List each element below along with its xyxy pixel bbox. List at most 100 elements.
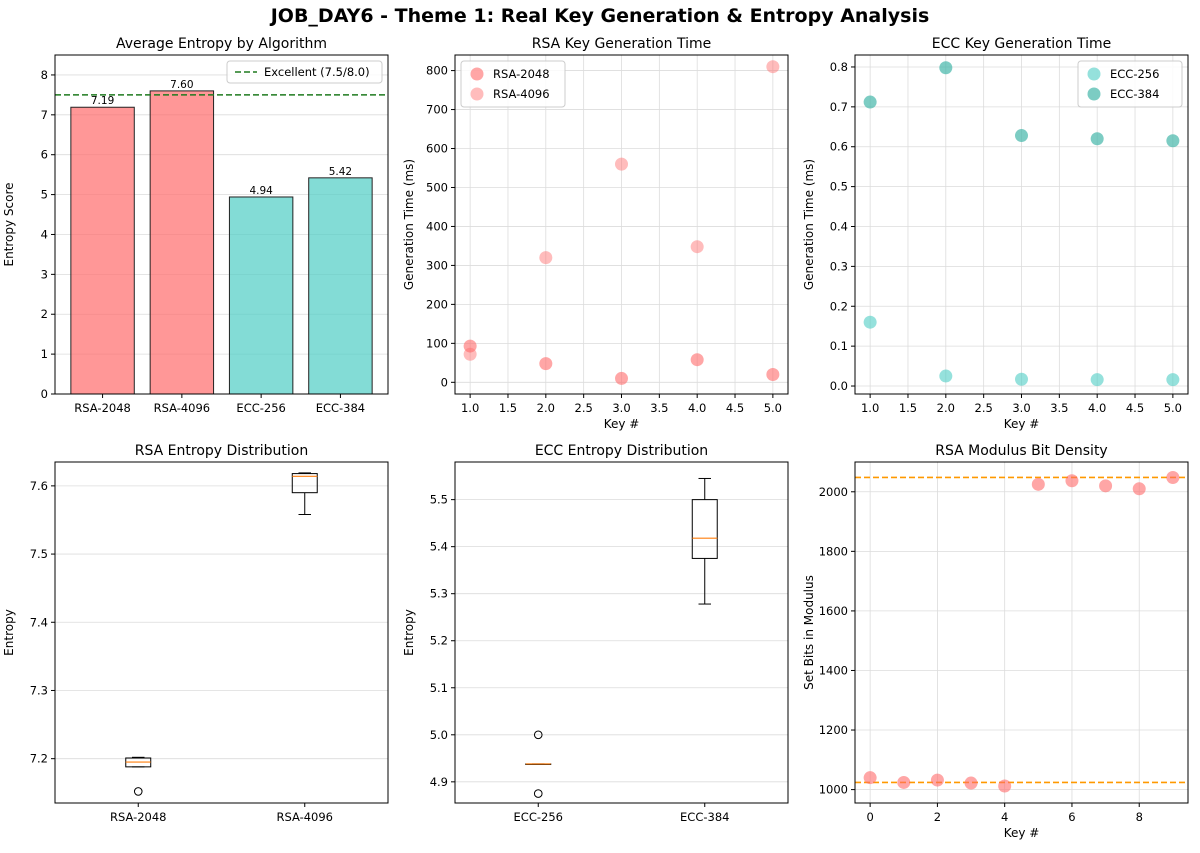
ecc-time-ytick-label: 0.1 bbox=[830, 339, 848, 353]
ecc-time-legend-marker bbox=[1087, 67, 1101, 81]
avg-entropy-xtick-label: ECC-384 bbox=[316, 401, 365, 415]
rsa-entropy-box-ylabel: Entropy bbox=[2, 609, 16, 656]
ecc-time-xtick-label: 4.5 bbox=[1126, 401, 1144, 415]
ecc-time-xtick-label: 2.5 bbox=[975, 401, 993, 415]
ecc-entropy-box-ytick-label: 5.4 bbox=[430, 540, 448, 554]
rsa-time-title: RSA Key Generation Time bbox=[532, 36, 712, 52]
modulus-density-ytick-label: 1800 bbox=[819, 544, 848, 558]
avg-entropy-xtick-label: RSA-2048 bbox=[74, 401, 131, 415]
avg-entropy-value-label: 4.94 bbox=[249, 185, 273, 197]
rsa-time-xtick-label: 4.0 bbox=[688, 401, 706, 415]
avg-entropy-ytick-label: 0 bbox=[41, 387, 48, 401]
modulus-density-ytick-label: 1200 bbox=[819, 723, 848, 737]
modulus-density-title: RSA Modulus Bit Density bbox=[935, 443, 1107, 459]
ecc-time-xtick-label: 5.0 bbox=[1164, 401, 1182, 415]
rsa-time-xtick-label: 5.0 bbox=[764, 401, 782, 415]
avg-entropy-legend-label: Excellent (7.5/8.0) bbox=[264, 65, 370, 79]
ecc-time-ytick-label: 0.5 bbox=[830, 180, 848, 194]
rsa-time-ytick-label: 100 bbox=[426, 336, 448, 350]
modulus-density-point bbox=[1166, 470, 1180, 484]
rsa-entropy-box-title: RSA Entropy Distribution bbox=[135, 443, 308, 459]
rsa-entropy-box-ytick-label: 7.5 bbox=[30, 547, 48, 561]
modulus-density-ytick-label: 2000 bbox=[819, 485, 848, 499]
ecc-time-ytick-label: 0.8 bbox=[830, 60, 848, 74]
modulus-density-point bbox=[863, 771, 877, 785]
modulus-density-point bbox=[998, 779, 1012, 793]
modulus-density-ylabel: Set Bits in Modulus bbox=[802, 575, 816, 690]
rsa-time-panel: RSA Key Generation Time Generation Time (… bbox=[402, 36, 789, 431]
rsa-time-xlabel: Key # bbox=[604, 417, 640, 431]
ecc-entropy-box-ytick-label: 5.3 bbox=[430, 587, 448, 601]
ecc-entropy-box-ytick-label: 5.2 bbox=[430, 634, 448, 648]
rsa-entropy-box-panel: RSA Entropy Distribution Entropy 7.2 7.3 7.4… bbox=[2, 443, 389, 824]
ecc-entropy-box-box bbox=[691, 499, 718, 559]
ecc-entropy-box-ylabel: Entropy bbox=[402, 609, 416, 656]
ecc-time-point bbox=[1090, 132, 1104, 146]
rsa-time-xtick-label: 3.5 bbox=[650, 401, 668, 415]
rsa-time-point bbox=[463, 339, 477, 353]
avg-entropy-ytick-label: 3 bbox=[41, 267, 48, 281]
ecc-time-ytick-label: 0.4 bbox=[830, 219, 848, 233]
avg-entropy-ytick-label: 1 bbox=[41, 347, 48, 361]
ecc-time-point bbox=[1015, 372, 1028, 386]
rsa-time-xtick-label: 4.5 bbox=[726, 401, 744, 415]
rsa-time-ytick-label: 300 bbox=[426, 258, 448, 272]
ecc-entropy-box-ytick-label: 5.0 bbox=[430, 728, 448, 742]
rsa-entropy-box-xtick-label: RSA-4096 bbox=[276, 810, 333, 824]
modulus-density-ytick-label: 1600 bbox=[819, 604, 848, 618]
rsa-time-point bbox=[463, 347, 477, 361]
rsa-time-point bbox=[766, 60, 780, 74]
ecc-time-legend-marker bbox=[1087, 87, 1101, 101]
ecc-time-panel: ECC Key Generation Time Generation Time (… bbox=[802, 36, 1189, 431]
ecc-time-point bbox=[1166, 134, 1180, 148]
ecc-time-xtick-label: 1.5 bbox=[899, 401, 917, 415]
modulus-density-ytick-label: 1000 bbox=[819, 783, 848, 797]
ecc-entropy-box-xtick-label: ECC-384 bbox=[680, 810, 729, 824]
ecc-time-point bbox=[863, 315, 877, 329]
ecc-time-ytick-label: 0.2 bbox=[830, 299, 848, 313]
ecc-time-point bbox=[863, 95, 877, 109]
ecc-time-point bbox=[1166, 373, 1180, 387]
modulus-density-xtick-label: 4 bbox=[1001, 810, 1008, 824]
ecc-time-xtick-label: 3.0 bbox=[1012, 401, 1030, 415]
rsa-time-legend-label: RSA-4096 bbox=[493, 87, 550, 101]
modulus-density-point bbox=[1132, 482, 1146, 496]
ecc-entropy-box-title: ECC Entropy Distribution bbox=[535, 443, 708, 459]
avg-entropy-ytick-label: 8 bbox=[41, 68, 48, 82]
rsa-time-ytick-label: 200 bbox=[426, 297, 448, 311]
avg-entropy-ytick-label: 2 bbox=[41, 307, 48, 321]
rsa-time-xtick-label: 2.0 bbox=[537, 401, 555, 415]
modulus-density-point bbox=[930, 773, 944, 787]
rsa-entropy-box-ytick-label: 7.2 bbox=[30, 752, 48, 766]
ecc-time-point bbox=[1090, 373, 1104, 387]
ecc-entropy-box-xtick-label: ECC-256 bbox=[514, 810, 563, 824]
rsa-time-point bbox=[690, 353, 704, 367]
ecc-entropy-box-outlier bbox=[533, 789, 543, 798]
rsa-time-xtick-label: 2.5 bbox=[575, 401, 593, 415]
rsa-entropy-box-xtick-label: RSA-2048 bbox=[110, 810, 167, 824]
ecc-time-xtick-label: 2.0 bbox=[937, 401, 955, 415]
rsa-time-legend-marker bbox=[470, 87, 484, 101]
modulus-density-xtick-label: 2 bbox=[934, 810, 941, 824]
avg-entropy-frame bbox=[54, 54, 389, 395]
modulus-density-ytick-label: 1400 bbox=[819, 663, 848, 677]
modulus-density-xlabel: Key # bbox=[1004, 826, 1040, 840]
rsa-entropy-box-outlier bbox=[133, 787, 143, 796]
avg-entropy-panel: Average Entropy by Algorithm Entropy Scor… bbox=[2, 36, 389, 415]
ecc-entropy-box-ytick-label: 4.9 bbox=[430, 775, 448, 789]
avg-entropy-bar bbox=[70, 106, 135, 395]
ecc-time-legend-label: ECC-256 bbox=[1110, 67, 1159, 81]
ecc-time-legend bbox=[1077, 60, 1183, 108]
rsa-time-point bbox=[690, 240, 704, 254]
rsa-time-point bbox=[539, 251, 553, 265]
ecc-entropy-box-ytick-label: 5.5 bbox=[430, 493, 448, 507]
figure-suptitle: JOB_DAY6 - Theme 1: Real Key Generation … bbox=[270, 5, 930, 27]
avg-entropy-legend bbox=[226, 60, 383, 84]
ecc-time-ytick-label: 0.7 bbox=[830, 100, 848, 114]
avg-entropy-ytick-label: 7 bbox=[41, 108, 48, 122]
ecc-time-ytick-label: 0.6 bbox=[830, 140, 848, 154]
rsa-entropy-box-ytick-label: 7.4 bbox=[30, 615, 48, 629]
rsa-time-point bbox=[766, 368, 780, 382]
modulus-density-point bbox=[897, 775, 911, 789]
rsa-time-legend-label: RSA-2048 bbox=[493, 67, 550, 81]
